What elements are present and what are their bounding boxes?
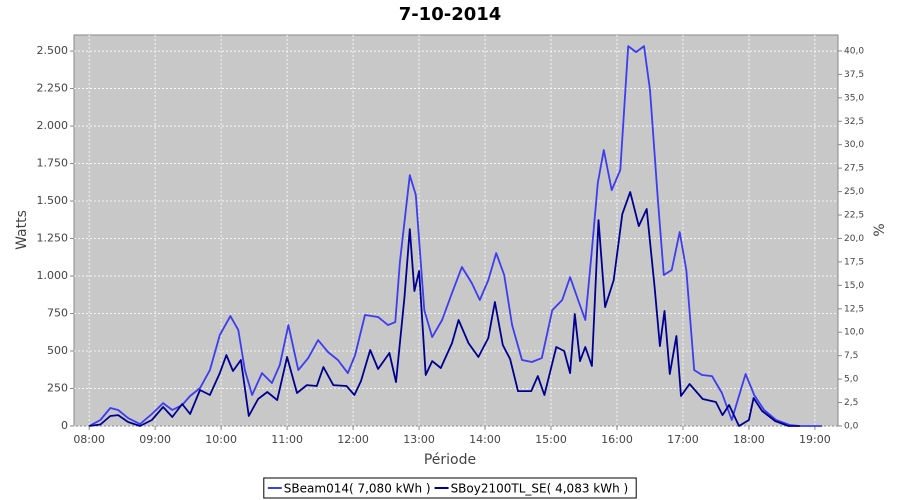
legend-box bbox=[263, 477, 637, 499]
y2-tick-label: 35,0 bbox=[844, 93, 864, 103]
x-tick-label: 08:00 bbox=[73, 433, 105, 446]
y-tick-label: 750 bbox=[47, 307, 68, 320]
series-line bbox=[89, 191, 800, 427]
y2-tick-label: 27,5 bbox=[844, 164, 864, 174]
y-tick-label: 1.000 bbox=[37, 269, 69, 282]
y-tick-label: 0 bbox=[61, 419, 68, 432]
y-tick-label: 1.750 bbox=[37, 157, 69, 170]
y2-tick-label: 10,0 bbox=[844, 328, 864, 338]
y2-tick-label: 22,5 bbox=[844, 211, 864, 221]
y2-tick-label: 17,5 bbox=[844, 257, 864, 267]
y2-tick-label: 25,0 bbox=[844, 187, 864, 197]
y2-tick-label: 5,0 bbox=[844, 375, 859, 385]
x-tick-label: 13:00 bbox=[403, 433, 435, 446]
legend-label: SBeam014( 7,080 kWh ) bbox=[284, 482, 431, 496]
x-tick-label: 14:00 bbox=[469, 433, 501, 446]
y2-tick-label: 32,5 bbox=[844, 117, 864, 127]
x-tick-label: 16:00 bbox=[601, 433, 633, 446]
y-tick-label: 500 bbox=[47, 344, 68, 357]
x-tick-label: 11:00 bbox=[271, 433, 303, 446]
y2-tick-label: 37,5 bbox=[844, 70, 864, 80]
y-tick-label: 1.250 bbox=[37, 232, 69, 245]
x-tick-label: 15:00 bbox=[535, 433, 567, 446]
chart-title: 7-10-2014 bbox=[399, 4, 502, 25]
y2-tick-label: 2,5 bbox=[844, 398, 858, 408]
x-tick-label: 17:00 bbox=[667, 433, 699, 446]
y2-tick-label: 7,5 bbox=[844, 351, 858, 361]
x-axis-label: Période bbox=[424, 452, 476, 468]
series-line bbox=[88, 45, 823, 427]
y-tick-label: 2.000 bbox=[37, 119, 69, 132]
y-tick-label: 2.250 bbox=[37, 82, 69, 95]
y2-axis-label: % bbox=[872, 223, 888, 236]
x-tick-label: 19:00 bbox=[799, 433, 831, 446]
y2-tick-label: 20,0 bbox=[844, 234, 864, 244]
y2-tick-label: 30,0 bbox=[844, 140, 864, 150]
y2-tick-label: 40,0 bbox=[844, 46, 864, 56]
legend-label: SBoy2100TL_SE( 4,083 kWh ) bbox=[451, 482, 629, 496]
x-tick-label: 18:00 bbox=[733, 433, 765, 446]
y2-tick-label: 15,0 bbox=[844, 281, 864, 291]
y2-tick-label: 12,5 bbox=[844, 304, 864, 314]
y-tick-label: 2.500 bbox=[37, 44, 69, 57]
y-tick-label: 250 bbox=[47, 382, 68, 395]
x-tick-label: 10:00 bbox=[205, 433, 237, 446]
legend: SBeam014( 7,080 kWh ) SBoy2100TL_SE( 4,08… bbox=[263, 477, 637, 499]
y2-tick-label: 0,0 bbox=[844, 422, 859, 432]
y-axis-label: Watts bbox=[14, 210, 30, 250]
y-tick-label: 1.500 bbox=[37, 194, 69, 207]
plot-area bbox=[73, 34, 839, 427]
x-tick-label: 09:00 bbox=[139, 433, 171, 446]
x-tick-label: 12:00 bbox=[337, 433, 369, 446]
